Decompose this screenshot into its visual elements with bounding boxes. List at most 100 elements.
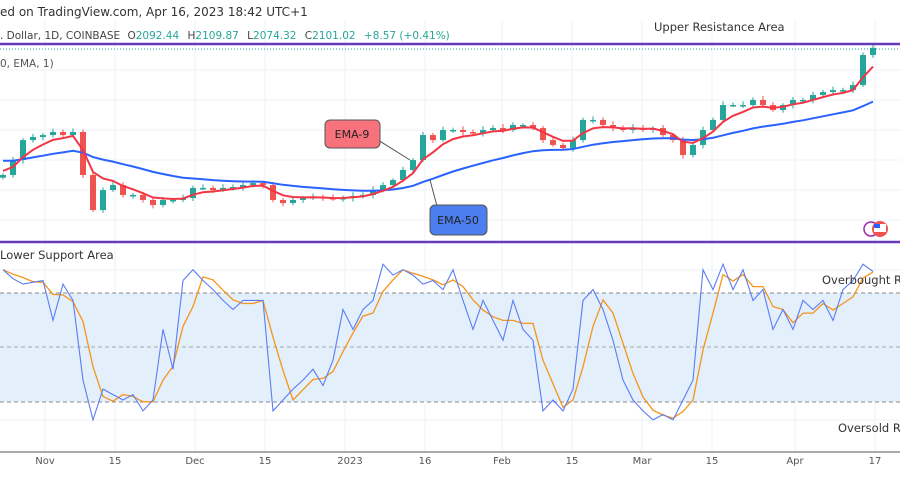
candle: [390, 180, 396, 186]
candle: [510, 124, 516, 131]
x-tick-label: 15: [706, 456, 719, 467]
candle: [870, 47, 876, 56]
x-tick-label: 15: [566, 456, 579, 467]
symbol-label: . Dollar, 1D, COINBASE: [0, 30, 120, 42]
candle: [170, 199, 176, 202]
overbought-label: Overbought Re: [822, 273, 900, 287]
candle: [530, 124, 536, 129]
candle: [830, 90, 836, 93]
candle: [400, 169, 406, 181]
candle: [30, 137, 36, 141]
candle: [710, 119, 716, 131]
close-value: 2101.02: [312, 30, 355, 42]
candle: [600, 119, 606, 125]
candle: [90, 174, 96, 211]
candle: [680, 140, 686, 156]
candle: [240, 185, 246, 188]
x-tick-label: Apr: [786, 456, 804, 467]
candle: [570, 140, 576, 148]
candle: [450, 130, 456, 132]
candle: [370, 190, 376, 195]
flag-icon[interactable]: [863, 221, 888, 237]
candle: [810, 94, 816, 100]
candle: [840, 90, 846, 92]
candle: [490, 128, 496, 131]
ema9-label: EMA-9: [335, 128, 370, 141]
candle: [440, 130, 446, 141]
candle: [260, 183, 266, 186]
x-tick-label: Feb: [493, 456, 511, 467]
candle: [690, 144, 696, 156]
x-tick-label: 17: [869, 456, 882, 467]
x-tick-label: Dec: [185, 456, 204, 467]
x-tick-label: 16: [419, 456, 432, 467]
ema50-line: [3, 100, 874, 192]
candle: [130, 194, 136, 197]
stoch-k-line: [2, 262, 874, 422]
x-tick-label: 15: [109, 456, 122, 467]
candle: [410, 160, 416, 170]
candle: [220, 187, 226, 191]
candle: [430, 135, 436, 141]
candle: [160, 199, 166, 206]
candle: [270, 185, 276, 200]
candle: [480, 130, 486, 134]
indicator-legend: 0, EMA, 1): [0, 58, 54, 70]
x-tick-label: Nov: [35, 456, 55, 467]
candle: [150, 199, 156, 206]
candle: [20, 140, 26, 161]
candle: [140, 194, 146, 200]
candle: [470, 131, 476, 134]
candle: [190, 187, 196, 198]
candle: [230, 187, 236, 189]
open-value: 2092.44: [136, 30, 180, 42]
high-value: 2109.87: [195, 30, 238, 42]
candle: [790, 99, 796, 106]
published-text: ed on TradingView.com, Apr 16, 2023 18:4…: [0, 5, 308, 19]
candle: [40, 135, 46, 138]
ema50-callout: EMA-50: [429, 179, 488, 236]
candle: [0, 174, 6, 178]
low-value: 2074.32: [253, 30, 296, 42]
ema50-label: EMA-50: [437, 214, 479, 227]
candle: [560, 144, 566, 148]
candle: [60, 131, 66, 136]
candle: [730, 105, 736, 107]
candle: [380, 185, 386, 191]
candle: [300, 198, 306, 200]
x-tick-label: Mar: [633, 456, 653, 467]
time-axis[interactable]: Nov 15 Dec 15 2023 16 Feb 15 Mar 15 Apr 17: [35, 456, 881, 467]
ohlc-legend: . Dollar, 1D, COINBASE O2092.44 H2109.87…: [0, 30, 450, 42]
candle: [520, 124, 526, 127]
oversold-label: Oversold Re: [838, 421, 900, 435]
candle: [280, 199, 286, 204]
candle: [750, 99, 756, 106]
candle: [110, 185, 116, 191]
x-tick-label: 2023: [337, 456, 362, 467]
candle: [290, 199, 296, 204]
candle: [860, 55, 866, 86]
candle: [100, 190, 106, 211]
lower-support-label: Lower Support Area: [0, 248, 114, 262]
candle: [820, 92, 826, 95]
candle: [760, 99, 766, 106]
candle: [800, 99, 806, 102]
candle: [70, 131, 76, 136]
candle: [200, 187, 206, 190]
ema9-line: [2, 65, 874, 201]
candles: [0, 44, 876, 213]
candle: [420, 135, 426, 161]
candle: [550, 140, 556, 145]
x-tick-label: 15: [259, 456, 272, 467]
candle: [460, 130, 466, 132]
candle: [580, 119, 586, 141]
ema9-callout: EMA-9: [324, 119, 411, 161]
candle: [120, 185, 126, 195]
candle: [50, 131, 56, 136]
candle: [590, 119, 596, 122]
candle: [210, 187, 216, 191]
candle: [250, 183, 256, 186]
upper-resistance-label: Upper Resistance Area: [654, 20, 785, 34]
candle: [740, 105, 746, 107]
